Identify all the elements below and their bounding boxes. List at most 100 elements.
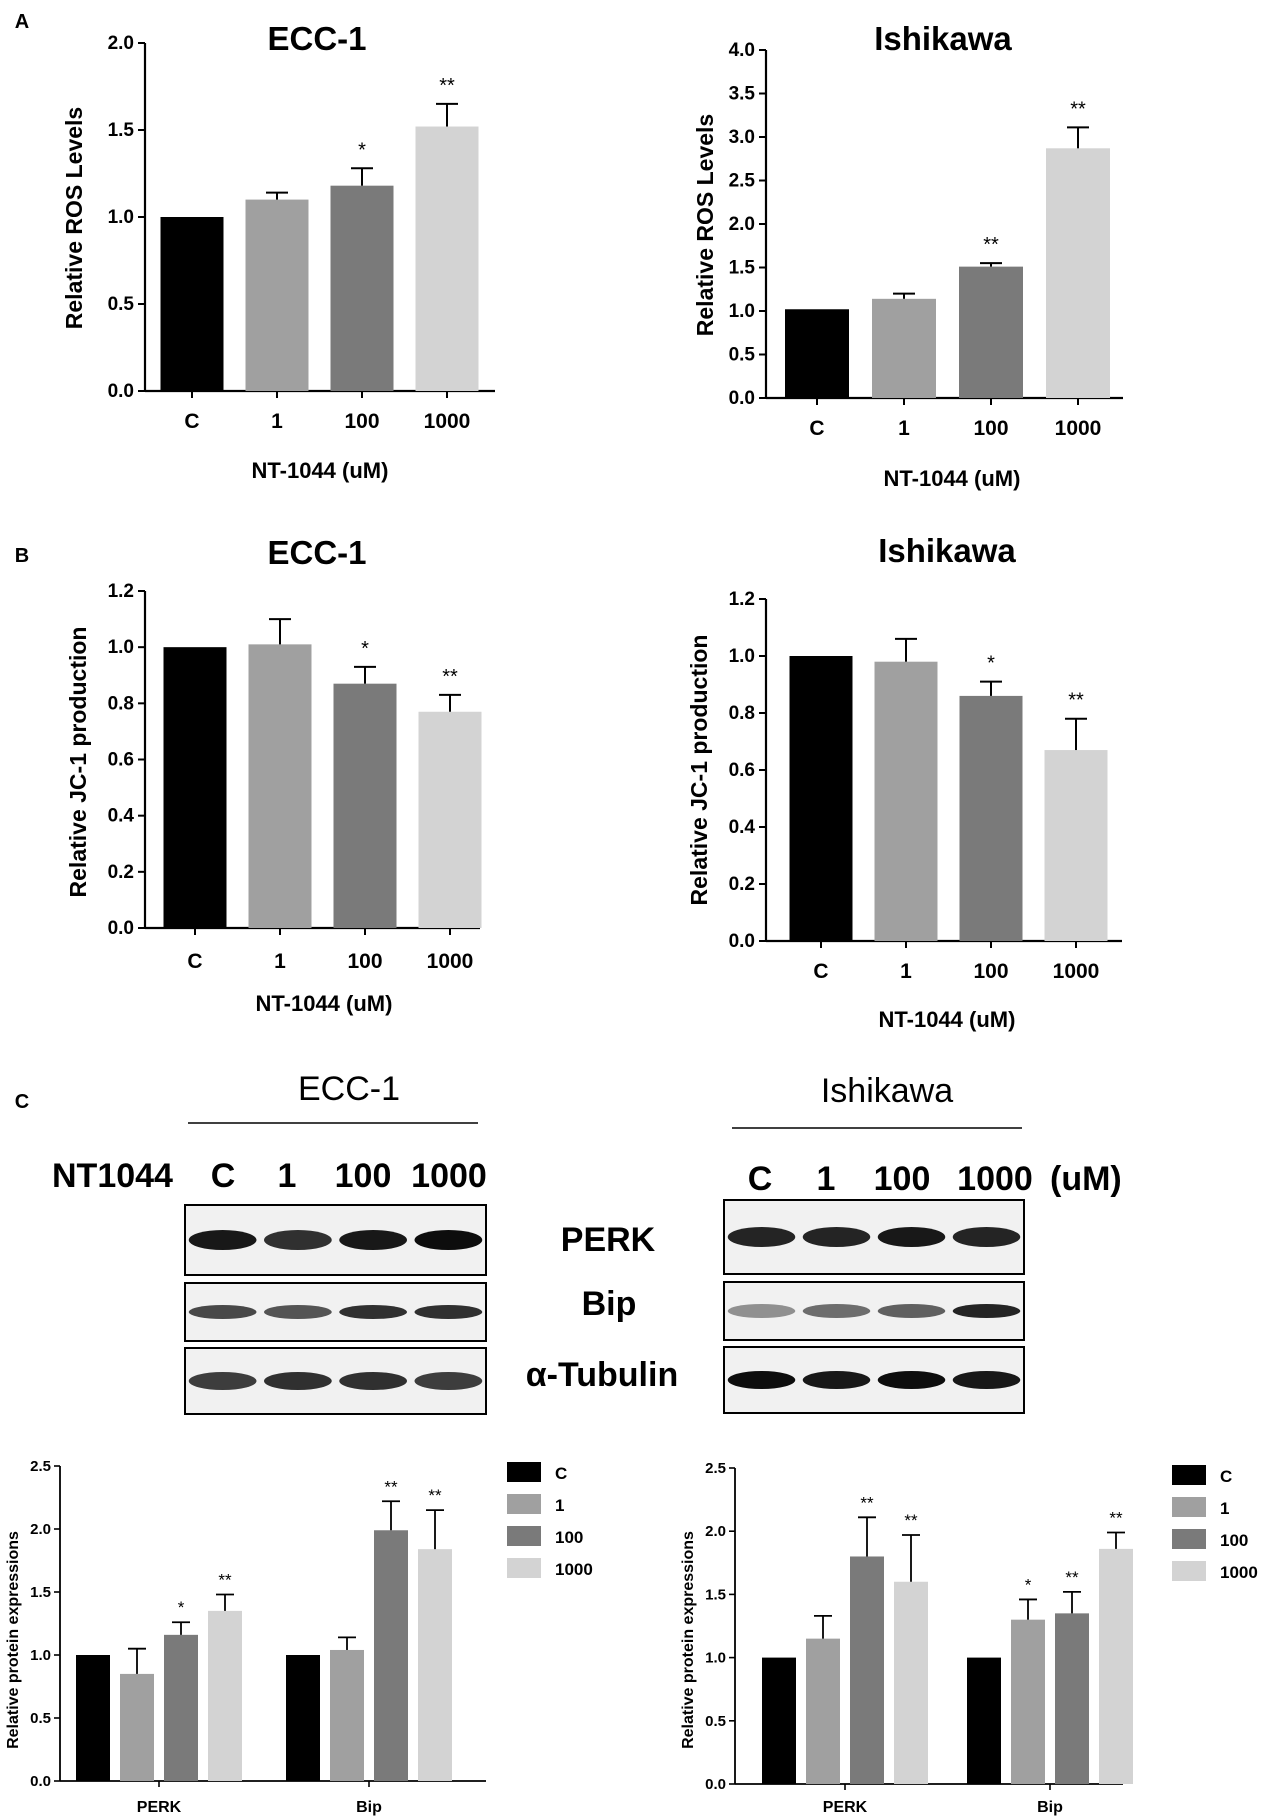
y-tick-label: 1.5 [30,1584,51,1601]
y-tick-label: 2.5 [705,1460,726,1477]
blot-ecc1-0 [184,1204,487,1276]
y-tick-label: 2.0 [705,1523,726,1540]
bar-Bip-1 [1011,1619,1045,1784]
bar-100 [333,683,397,928]
protein-band [414,1372,483,1390]
legend-swatch-100 [1172,1529,1206,1549]
bar-1000 [415,126,479,392]
unit-label: (uM) [1050,1160,1122,1198]
chart-title: ECC-1 [267,20,366,57]
protein-band [188,1372,257,1390]
bar-1 [872,298,936,398]
protein-band [264,1230,332,1250]
panel-label-b: B [15,545,29,567]
significance-label: ** [860,1493,874,1512]
protein-band [727,1371,796,1389]
y-tick-label: 0.5 [108,294,135,315]
bar-1000 [1044,750,1108,941]
bar-Bip-100 [374,1530,408,1781]
chart-title: Ishikawa [874,20,1012,57]
y-tick-label: 0.6 [729,760,755,781]
lane-label-ecc1-1: 1 [278,1157,297,1195]
protein-band [264,1372,332,1390]
lane-label-ecc1-C: C [211,1157,236,1195]
protein-band [802,1227,871,1247]
protein-band [188,1305,257,1319]
y-tick-label: 1.5 [729,258,756,279]
y-axis-label: Relative JC-1 production [65,627,91,898]
significance-label: * [1025,1575,1032,1594]
bar-PERK-1000 [208,1610,242,1781]
legend-swatch-1000 [507,1558,541,1578]
x-tick-label: 100 [973,417,1008,440]
bar-100 [959,695,1023,941]
bar-PERK-100 [164,1634,198,1781]
bar-C [789,656,853,941]
protein-band [952,1304,1021,1318]
significance-label: ** [1068,690,1084,712]
legend-label: 100 [1220,1531,1248,1550]
y-tick-label: 0.6 [108,750,134,771]
protein-band [414,1230,483,1250]
y-axis-label: Relative ROS Levels [61,107,87,329]
blot-ishikawa-1 [723,1281,1025,1341]
blot-title-ishikawa: Ishikawa [821,1072,953,1110]
y-tick-label: 0.0 [108,381,134,402]
bar-Bip-1000 [1099,1548,1133,1784]
y-tick-label: 0.2 [729,874,755,895]
significance-label: ** [983,234,999,256]
legend-label: 1000 [555,1560,593,1579]
protein-band [877,1227,946,1247]
x-tick-label: PERK [137,1799,182,1816]
y-tick-label: 1.0 [108,637,134,658]
y-tick-label: 0.8 [729,703,755,724]
y-tick-label: 0.0 [108,918,134,939]
y-tick-label: 0.0 [729,931,755,952]
y-axis-label: Relative ROS Levels [692,114,718,336]
y-tick-label: 3.0 [729,127,755,148]
lane-label-ishikawa-1000: 1000 [957,1160,1033,1198]
x-axis-label: NT-1044 (uM) [256,991,393,1016]
legend-swatch-100 [507,1526,541,1546]
bar-Bip-1000 [418,1549,452,1781]
blot-ecc1-2 [184,1347,487,1415]
lane-label-ishikawa-100: 100 [874,1160,931,1198]
legend-swatch-C [507,1462,541,1482]
panel-label-a: A [15,11,29,33]
chart-ros-ishikawa: 0.0 0.5 1.0 1.5 2.0 2.5 3.0 3.5 4.0 C 1 ** 100 ** 1000… [692,20,1123,491]
legend-label: 1 [555,1496,564,1515]
significance-label: ** [428,1486,442,1505]
blot-ecc1-1 [184,1282,487,1342]
protein-band [952,1371,1021,1389]
significance-label: ** [439,75,455,97]
chart-jc1-ishikawa: 0.0 0.2 0.4 0.6 0.8 1.0 1.2 C 1 * 100 ** 1000 Ishikaw… [686,532,1122,1032]
chart-protein-ishikawa: 0.00.51.01.52.02.5****PERK* ****BipC11001… [680,1460,1258,1816]
y-axis-label: Relative protein expressions [680,1531,697,1749]
x-tick-label: PERK [823,1799,868,1816]
lane-label-ecc1-1000: 1000 [411,1157,487,1195]
protein-band [339,1372,407,1390]
x-axis-label: NT-1044 (uM) [252,458,389,483]
lane-label-ecc1-100: 100 [335,1157,392,1195]
legend-label: 100 [555,1528,583,1547]
legend-label: C [555,1464,567,1483]
y-tick-label: 0.8 [108,693,134,714]
significance-label: * [361,638,369,660]
chart-protein-ecc1: 0.00.51.01.52.02.5***PERK** **BipC1100100… [5,1458,593,1816]
legend-swatch-1 [507,1494,541,1514]
x-tick-label: 1 [900,960,912,983]
protein-band [727,1304,796,1318]
significance-label: ** [218,1571,232,1590]
panel-label-c: C [15,1091,29,1113]
bar-Bip-C [286,1655,320,1781]
bar-1 [248,644,312,928]
y-tick-label: 0.4 [729,817,756,838]
bar-1000 [418,711,482,928]
bar-1000 [1046,148,1110,398]
chart-title: ECC-1 [267,534,366,571]
bar-Bip-100 [1055,1613,1089,1784]
bar-1 [245,199,309,391]
bar-PERK-1 [120,1673,154,1781]
significance-label: ** [1109,1508,1123,1527]
legend-label: 1000 [1220,1563,1258,1582]
